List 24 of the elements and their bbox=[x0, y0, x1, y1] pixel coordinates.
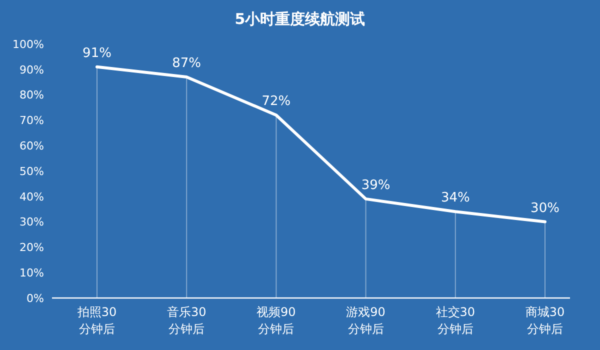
text: 91% bbox=[82, 46, 112, 61]
y-tick-label: 100% bbox=[12, 38, 44, 51]
y-tick-label: 70% bbox=[20, 114, 44, 128]
y-tick-label: 20% bbox=[20, 241, 44, 254]
y-tick-label: 0% bbox=[26, 292, 44, 305]
y-tick-label: 90% bbox=[20, 63, 44, 76]
x-tick-label: 视频90 分钟后 bbox=[256, 305, 296, 336]
text: 39% bbox=[361, 178, 390, 193]
text: 87% bbox=[172, 56, 202, 72]
y-tick-label: 10% bbox=[20, 266, 44, 280]
y-tick-label: 30% bbox=[20, 216, 44, 229]
x-tick-label: 拍照30 分钟后 bbox=[76, 305, 117, 336]
y-tick-label: 60% bbox=[20, 139, 44, 152]
x-tick-label: 游戏90 分钟后 bbox=[346, 305, 386, 336]
y-tick-label: 40% bbox=[20, 190, 44, 204]
x-tick-label: 商城30 分钟后 bbox=[525, 305, 565, 336]
x-tick-label: 音乐30 分钟后 bbox=[166, 305, 206, 336]
text: 30% bbox=[530, 200, 560, 216]
y-tick-label: 80% bbox=[20, 88, 44, 102]
x-tick-label: 社交30 分钟后 bbox=[436, 305, 476, 336]
chart-title: 5小时重度续航测试 bbox=[234, 10, 366, 28]
text: 72% bbox=[262, 94, 291, 110]
y-tick-label: 50% bbox=[20, 164, 44, 178]
text: 34% bbox=[440, 190, 470, 206]
